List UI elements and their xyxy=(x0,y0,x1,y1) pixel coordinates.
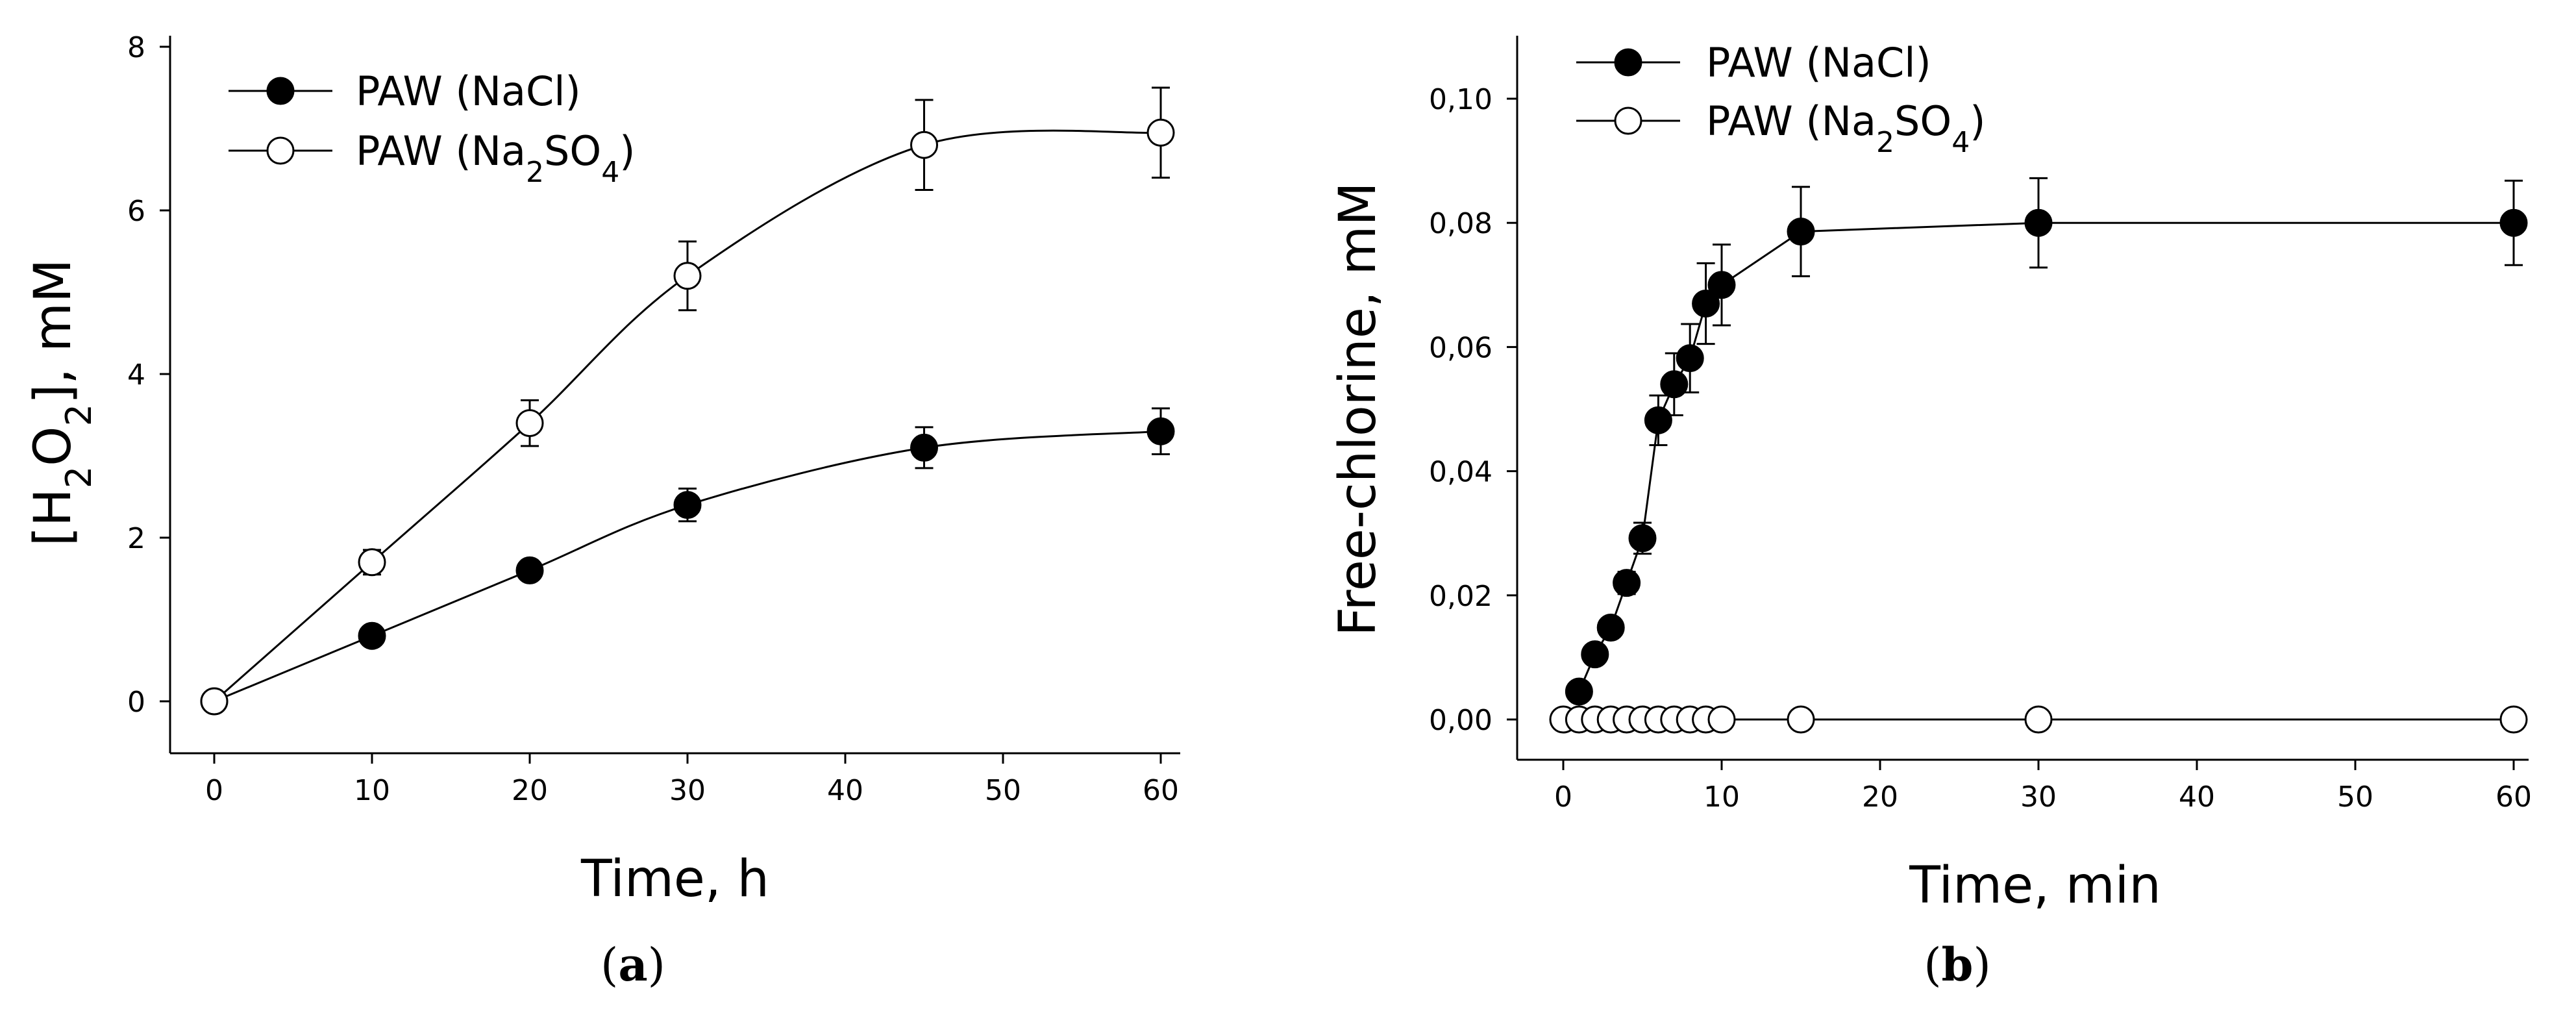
legend-item-na2so4: PAW (Na2SO4) xyxy=(229,127,635,189)
x-tick-label: 30 xyxy=(2020,781,2057,814)
data-point-na2so4 xyxy=(910,131,938,159)
data-point-nacl xyxy=(1787,218,1815,246)
data-point-na2so4 xyxy=(2499,705,2528,734)
data-point-nacl xyxy=(910,433,938,462)
panel-b-label: (b) xyxy=(1924,938,1991,992)
panel-a-xlabel: Time, h xyxy=(580,850,769,908)
data-point-na2so4 xyxy=(1146,118,1175,147)
data-point-na2so4 xyxy=(200,687,229,716)
data-point-na2so4 xyxy=(515,409,544,438)
panel-a-chart: 0 10 20 30 40 50 60 0 2 4 6 8 Time, h [H2O2], mM P… xyxy=(24,31,1180,992)
x-tick-label: 10 xyxy=(1703,781,1740,814)
legend-item-na2so4: PAW (Na2SO4) xyxy=(1576,97,1985,159)
panel-a-label: (a) xyxy=(601,938,665,992)
data-point-nacl xyxy=(1146,417,1175,445)
data-point-nacl xyxy=(1660,370,1689,399)
y-tick-label: 2 xyxy=(127,522,145,555)
data-point-nacl xyxy=(2024,208,2053,237)
data-point-nacl xyxy=(1581,640,1609,669)
panel-b-chart: 0 10 20 30 40 50 60 0,00 0,02 0,04 0,06 0,08 0,10 T… xyxy=(1329,36,2532,992)
legend-marker-filled xyxy=(1614,48,1642,77)
legend-marker-open xyxy=(1614,106,1642,135)
series-line-nacl xyxy=(214,430,1161,703)
x-tick-label: 60 xyxy=(2496,781,2532,814)
data-point-nacl xyxy=(2499,208,2528,237)
panel-b-ylabel: Free-chlorine, mM xyxy=(1329,182,1387,636)
legend-label: PAW (NaCl) xyxy=(356,68,581,115)
y-tick-label: 0,02 xyxy=(1429,580,1492,613)
x-tick-label: 40 xyxy=(827,774,863,807)
panel-a-legend: PAW (NaCl) PAW (Na2SO4) xyxy=(229,68,635,189)
x-tick-label: 40 xyxy=(2179,781,2215,814)
y-tick-label: 0,10 xyxy=(1429,83,1492,116)
data-point-nacl xyxy=(1644,406,1672,434)
data-point-nacl xyxy=(1613,569,1641,597)
data-point-na2so4 xyxy=(2024,705,2053,734)
y-tick-label: 6 xyxy=(127,195,145,228)
x-tick-label: 20 xyxy=(1862,781,1898,814)
data-point-nacl xyxy=(515,556,544,584)
panel-a-ylabel: [H2O2], mM xyxy=(24,259,99,547)
series-line-na2so4 xyxy=(214,129,1161,703)
legend-marker-filled xyxy=(266,77,295,105)
panel-b-legend: PAW (NaCl) PAW (Na2SO4) xyxy=(1576,39,1985,159)
data-point-nacl xyxy=(1565,677,1593,706)
panel-b-xlabel: Time, min xyxy=(1909,857,2161,915)
x-tick-label: 60 xyxy=(1143,774,1179,807)
x-tick-label: 50 xyxy=(2337,781,2373,814)
y-tick-label: 0,04 xyxy=(1429,456,1492,489)
x-tick-label: 20 xyxy=(512,774,548,807)
data-point-na2so4 xyxy=(1707,705,1736,734)
data-point-nacl xyxy=(1707,271,1736,299)
legend-label: PAW (Na2SO4) xyxy=(1706,97,1985,159)
x-tick-label: 10 xyxy=(354,774,390,807)
legend-label: PAW (NaCl) xyxy=(1706,39,1931,86)
data-point-nacl xyxy=(1692,289,1720,318)
data-point-nacl xyxy=(1596,614,1625,642)
data-point-na2so4 xyxy=(673,262,702,290)
legend-item-nacl: PAW (NaCl) xyxy=(229,68,581,115)
y-tick-label: 8 xyxy=(127,31,145,64)
data-point-nacl xyxy=(1628,524,1657,553)
x-tick-label: 0 xyxy=(1554,781,1572,814)
x-tick-label: 0 xyxy=(205,774,223,807)
data-point-nacl xyxy=(673,491,702,519)
legend-item-nacl: PAW (NaCl) xyxy=(1576,39,1931,86)
y-tick-label: 0,08 xyxy=(1429,207,1492,240)
data-point-nacl xyxy=(1676,344,1704,373)
data-point-nacl xyxy=(358,621,386,650)
data-point-na2so4 xyxy=(1787,705,1815,734)
legend-marker-open xyxy=(266,136,295,165)
data-point-na2so4 xyxy=(358,548,386,577)
y-tick-label: 0,00 xyxy=(1429,704,1492,737)
y-tick-label: 4 xyxy=(127,358,145,392)
x-tick-label: 50 xyxy=(985,774,1021,807)
y-tick-label: 0,06 xyxy=(1429,331,1492,364)
y-tick-label: 0 xyxy=(127,686,145,719)
legend-label: PAW (Na2SO4) xyxy=(356,127,635,189)
x-tick-label: 30 xyxy=(669,774,706,807)
